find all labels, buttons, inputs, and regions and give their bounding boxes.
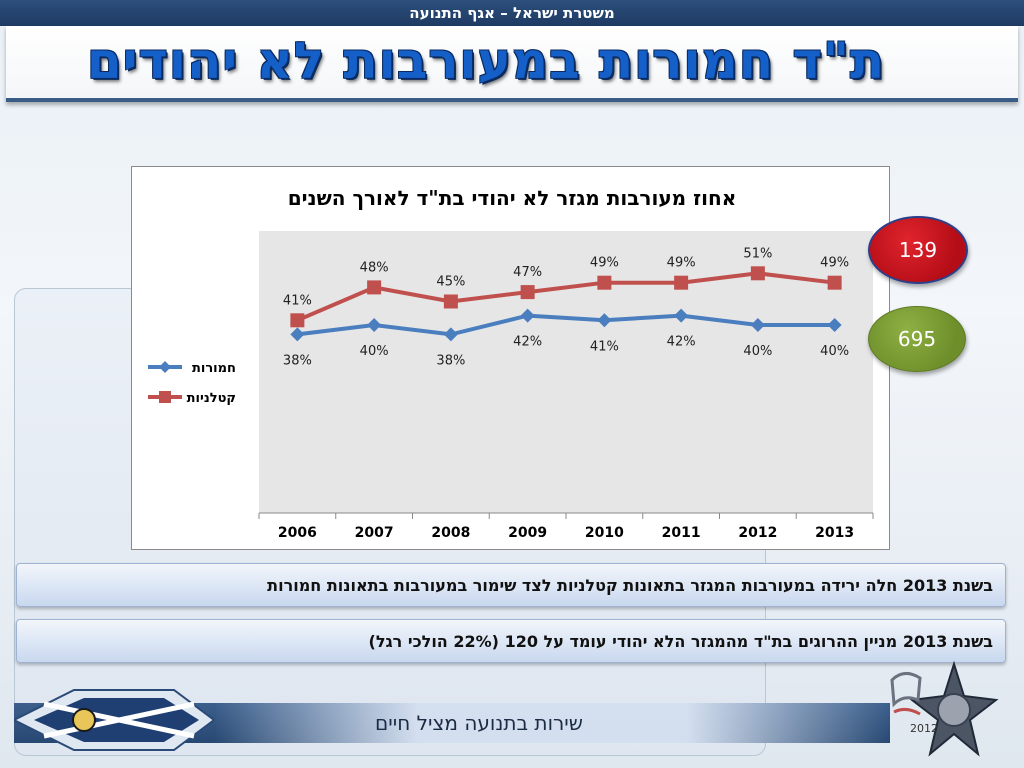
note-fatalities: בשנת 2013 מניין ההרוגים בת"ד מהמגזר הלא …	[16, 619, 1006, 663]
footer-highlight	[214, 703, 890, 743]
chart: אחוז מעורבות מגזר לא יהודי בת"ד לאורך הש…	[131, 166, 890, 550]
data-point	[443, 327, 458, 342]
x-axis: 2006 2007 2008 2009 2010 2011 2012 2013	[258, 512, 874, 541]
x-tick-label: 2011	[662, 525, 701, 541]
data-point	[520, 308, 535, 323]
legend: חמורות קטלניות	[148, 361, 236, 406]
data-label: 41%	[590, 339, 619, 354]
series-line-fatal	[296, 271, 835, 323]
data-label: 40%	[360, 344, 389, 359]
data-label: 42%	[513, 335, 542, 350]
data-label: 49%	[820, 256, 849, 271]
data-point	[827, 318, 842, 332]
data-label: 45%	[436, 275, 465, 290]
data-label: 49%	[667, 256, 696, 271]
data-label: 42%	[667, 335, 696, 350]
page-title: ת"ד חמורות במעורבות לא יהודים	[86, 32, 886, 90]
data-point	[750, 266, 765, 281]
data-point	[443, 294, 458, 309]
data-label: 49%	[590, 256, 619, 271]
data-point	[750, 318, 765, 332]
x-tick-label: 2010	[585, 525, 624, 541]
legend-marker	[159, 391, 171, 403]
chart-title: אחוז מעורבות מגזר לא יהודי בת"ד לאורך הש…	[288, 186, 737, 210]
data-point	[827, 275, 842, 290]
series-line-severe	[297, 313, 835, 337]
data-label: 40%	[820, 344, 849, 359]
data-label: 40%	[743, 344, 772, 359]
x-tick-label: 2007	[355, 525, 394, 541]
fatal-count-badge: 139	[868, 216, 968, 284]
x-tick-label: 2012	[738, 525, 777, 541]
emblem-year: 2012	[910, 722, 938, 735]
data-point	[290, 327, 305, 342]
chart-svg: אחוז מעורבות מגזר לא יהודי בת"ד לאורך הש…	[148, 186, 874, 541]
data-point	[367, 318, 382, 332]
legend-marker	[159, 361, 171, 373]
legend-label: חמורות	[192, 361, 236, 376]
org-header: משטרת ישראל – אגף התנועה	[0, 0, 1024, 26]
data-point	[367, 280, 382, 295]
data-label: 38%	[436, 353, 465, 368]
data-point	[674, 308, 689, 323]
legend-label: קטלניות	[187, 391, 236, 406]
x-tick-label: 2008	[431, 525, 470, 541]
plot-area	[259, 231, 873, 513]
traffic-police-logo	[14, 689, 214, 751]
data-label: 48%	[360, 260, 389, 275]
data-point	[597, 313, 612, 328]
x-tick-label: 2006	[278, 525, 317, 541]
data-label: 38%	[283, 353, 312, 368]
x-tick-label: 2009	[508, 525, 547, 541]
data-label: 41%	[283, 293, 312, 308]
data-label: 51%	[743, 246, 772, 261]
series-group: 38% 40% 38% 42% 41% 42% 40% 40% 41% 48% 45% 47% 49% 4…	[283, 246, 849, 368]
data-point	[597, 275, 612, 290]
data-point	[520, 285, 535, 300]
footer-slogan: שירות בתנועה מציל חיים	[375, 711, 583, 735]
note-fatal-trend: בשנת 2013 חלה ירידה במעורבות המגזר בתאונ…	[16, 563, 1006, 607]
title-bar: ת"ד חמורות במעורבות לא יהודים	[6, 26, 1018, 102]
data-point	[674, 275, 689, 290]
data-label: 47%	[513, 265, 542, 280]
data-point	[290, 313, 305, 328]
x-tick-label: 2013	[815, 525, 854, 541]
year-emblem-logo	[890, 660, 999, 757]
severe-count-badge: 695	[868, 306, 966, 372]
